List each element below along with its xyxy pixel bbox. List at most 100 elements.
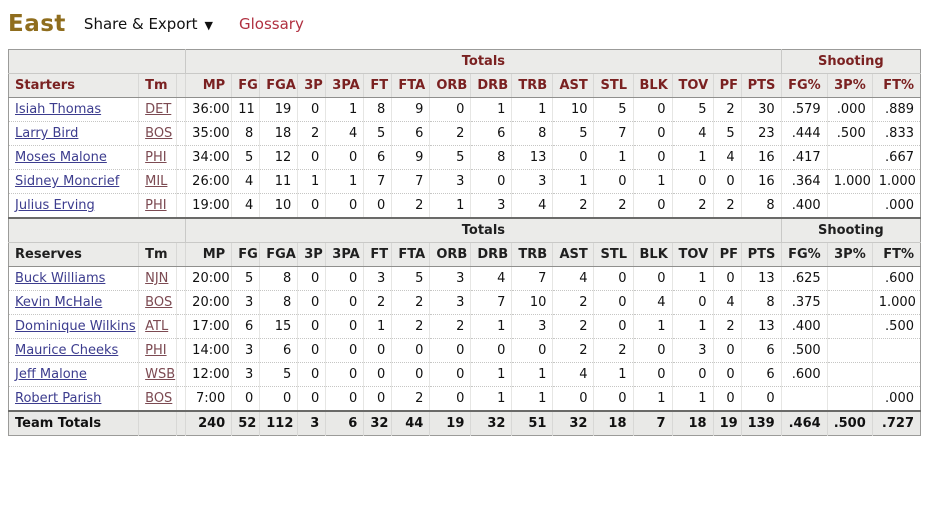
- player-link[interactable]: Sidney Moncrief: [15, 174, 120, 189]
- team-link[interactable]: PHI: [145, 343, 167, 358]
- team-cell: WSB: [138, 362, 177, 387]
- stat-cell: .444: [780, 121, 828, 146]
- team-link[interactable]: PHI: [145, 150, 167, 165]
- share-export-menu[interactable]: Share & Export ▼: [84, 15, 213, 33]
- team-link[interactable]: DET: [145, 102, 172, 117]
- col-header-stl[interactable]: STL: [593, 73, 634, 98]
- glossary-link[interactable]: Glossary: [239, 15, 304, 33]
- stat-cell: 2: [429, 121, 471, 146]
- col-header-pf[interactable]: PF: [712, 73, 742, 98]
- col-header-reserves[interactable]: Reserves: [8, 242, 139, 267]
- stat-cell: 6: [325, 410, 364, 436]
- player-link[interactable]: Buck Williams: [15, 271, 106, 286]
- col-header-drb[interactable]: DRB: [470, 73, 512, 98]
- stat-cell: 4: [231, 169, 260, 194]
- col-header-ft[interactable]: FT: [363, 242, 392, 267]
- col-header-trb[interactable]: TRB: [511, 242, 553, 267]
- player-link[interactable]: Moses Malone: [15, 150, 107, 165]
- col-header-mp[interactable]: MP: [185, 242, 232, 267]
- col-header-pts[interactable]: PTS: [740, 73, 782, 98]
- col-header-blk[interactable]: BLK: [632, 242, 673, 267]
- stat-cell: 15: [259, 314, 298, 339]
- team-link[interactable]: WSB: [145, 367, 176, 382]
- col-header-pf[interactable]: PF: [712, 242, 742, 267]
- spacer-cell: [176, 121, 186, 146]
- col-header-blk[interactable]: BLK: [632, 73, 673, 98]
- stat-cell: 8: [740, 193, 782, 219]
- team-link[interactable]: ATL: [145, 319, 169, 334]
- player-link[interactable]: Larry Bird: [15, 126, 79, 141]
- spacer-cell: [176, 97, 186, 122]
- col-header-3pa[interactable]: 3PA: [325, 242, 364, 267]
- player-link[interactable]: Kevin McHale: [15, 295, 103, 310]
- col-header-fg[interactable]: FG: [231, 242, 260, 267]
- player-link[interactable]: Maurice Cheeks: [15, 343, 119, 358]
- stat-cell: 10: [511, 290, 553, 315]
- col-header-fg-pct[interactable]: FG%: [780, 73, 828, 98]
- col-header-ft-pct[interactable]: FT%: [871, 242, 921, 267]
- player-cell: Kevin McHale: [8, 290, 139, 315]
- stat-cell: 5: [712, 121, 742, 146]
- stat-cell: .500: [826, 121, 873, 146]
- stat-cell: 1: [552, 169, 594, 194]
- stat-cell: 17:00: [185, 314, 232, 339]
- player-link[interactable]: Isiah Thomas: [15, 102, 102, 117]
- col-header-ft[interactable]: FT: [363, 73, 392, 98]
- col-header-fga[interactable]: FGA: [259, 242, 298, 267]
- col-header-fg-pct[interactable]: FG%: [780, 242, 828, 267]
- toolbar: East Share & Export ▼ Glossary: [8, 5, 929, 43]
- col-header-starters[interactable]: Starters: [8, 73, 139, 98]
- stat-cell: 23: [740, 121, 782, 146]
- col-header-tm[interactable]: Tm: [138, 73, 177, 98]
- col-header-fta[interactable]: FTA: [391, 242, 430, 267]
- stat-cell: 1.000: [871, 290, 921, 315]
- stat-cell: 1: [511, 362, 553, 387]
- team-link[interactable]: NJN: [145, 271, 169, 286]
- stat-cell: [826, 145, 873, 170]
- col-header-ast[interactable]: AST: [552, 242, 594, 267]
- col-header-fga[interactable]: FGA: [259, 73, 298, 98]
- col-header-orb[interactable]: ORB: [429, 73, 471, 98]
- col-header-tov[interactable]: TOV: [671, 242, 714, 267]
- col-header-fta[interactable]: FTA: [391, 73, 430, 98]
- team-cell: DET: [138, 97, 177, 122]
- col-header-mp[interactable]: MP: [185, 73, 232, 98]
- col-header-ft-pct[interactable]: FT%: [871, 73, 921, 98]
- team-cell: BOS: [138, 386, 177, 412]
- group-header-row: Totals Shooting: [8, 217, 921, 243]
- col-header-3pa[interactable]: 3PA: [325, 73, 364, 98]
- team-link[interactable]: PHI: [145, 198, 167, 213]
- team-link[interactable]: BOS: [145, 295, 173, 310]
- col-header-3p-pct[interactable]: 3P%: [826, 242, 873, 267]
- col-header-ast[interactable]: AST: [552, 73, 594, 98]
- stat-cell: 0: [632, 121, 673, 146]
- player-link[interactable]: Julius Erving: [15, 198, 95, 213]
- col-header-tm[interactable]: Tm: [138, 242, 177, 267]
- player-link[interactable]: Dominique Wilkins: [15, 319, 136, 334]
- stat-cell: 2: [552, 290, 594, 315]
- col-header-3p-pct[interactable]: 3P%: [826, 73, 873, 98]
- col-header-stl[interactable]: STL: [593, 242, 634, 267]
- player-cell: Sidney Moncrief: [8, 169, 139, 194]
- col-header-drb[interactable]: DRB: [470, 242, 512, 267]
- col-header-3p[interactable]: 3P: [297, 242, 326, 267]
- stat-cell: 1: [511, 386, 553, 412]
- stat-cell: 3: [470, 193, 512, 219]
- col-header-tov[interactable]: TOV: [671, 73, 714, 98]
- spacer-cell: [176, 169, 186, 194]
- col-header-orb[interactable]: ORB: [429, 242, 471, 267]
- col-header-3p[interactable]: 3P: [297, 73, 326, 98]
- stat-cell: 0: [632, 97, 673, 122]
- player-link[interactable]: Jeff Malone: [15, 367, 87, 382]
- col-header-pts[interactable]: PTS: [740, 242, 782, 267]
- team-link[interactable]: MIL: [145, 174, 168, 189]
- stat-cell: 5: [671, 97, 714, 122]
- team-link[interactable]: BOS: [145, 126, 173, 141]
- col-header-fg[interactable]: FG: [231, 73, 260, 98]
- col-header-trb[interactable]: TRB: [511, 73, 553, 98]
- team-link[interactable]: BOS: [145, 391, 173, 406]
- player-cell: Maurice Cheeks: [8, 338, 139, 363]
- stat-cell: 0: [593, 386, 634, 412]
- table-row: Jeff Malone WSB 12:00 3 5 0 0 0 0 0 1 1 4 1 0 0 0 6.600: [8, 362, 921, 387]
- player-link[interactable]: Robert Parish: [15, 391, 102, 406]
